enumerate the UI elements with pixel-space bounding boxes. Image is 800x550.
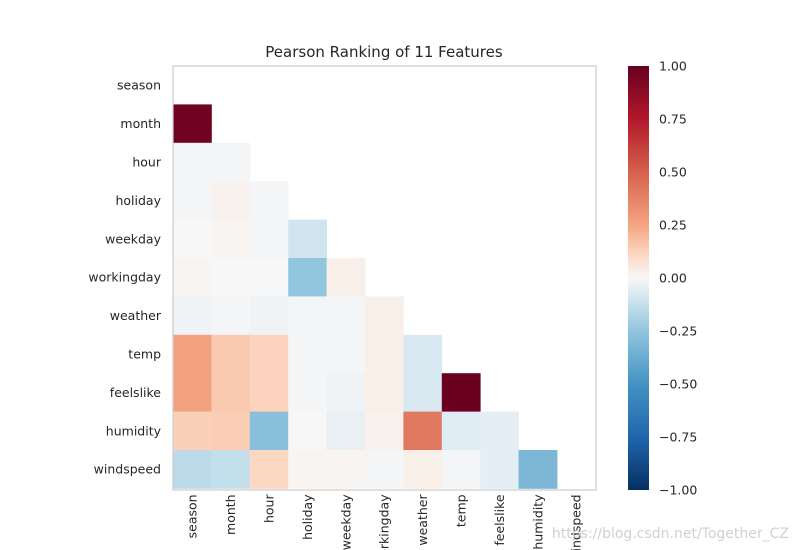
heatmap-cell-workingday-season <box>173 258 212 297</box>
y-tick-label-windspeed: windspeed <box>94 462 161 477</box>
x-tick-label-windspeed: windspeed <box>569 494 584 550</box>
heatmap-cell-humidity-workingday <box>365 411 404 451</box>
x-axis-tick-labels: season month hour holiday weekday workingday w… <box>185 494 584 550</box>
heatmap-cell-windspeed-temp <box>441 450 481 489</box>
colorbar-tick-label: 1.00 <box>659 59 687 74</box>
heatmap-cell-humidity-temp <box>441 411 481 451</box>
colorbar-tick-label: 0.00 <box>659 271 687 286</box>
y-tick-label-month: month <box>120 116 161 131</box>
heatmap-cell-weekday-hour <box>249 219 289 259</box>
x-tick-label-temp: temp <box>454 494 469 527</box>
heatmap-cell-workingday-hour <box>249 258 289 297</box>
x-tick-label-weather: weather <box>415 494 430 546</box>
y-tick-label-workingday: workingday <box>88 270 161 285</box>
heatmap-cell-weather-weekday <box>326 296 366 336</box>
x-tick-label-month: month <box>223 494 238 535</box>
heatmap-cell-weather-workingday <box>365 296 404 336</box>
heatmap-cell-workingday-month <box>211 258 251 297</box>
heatmap-cell-humidity-hour <box>249 411 289 451</box>
x-tick-label-weekday: weekday <box>338 494 353 550</box>
heatmap-cell-windspeed-hour <box>249 450 289 489</box>
heatmap-cell-temp-weather <box>403 334 443 374</box>
heatmap-cell-humidity-month <box>211 411 251 451</box>
x-tick-label-holiday: holiday <box>300 494 315 540</box>
x-tick-label-hour: hour <box>262 494 277 523</box>
y-axis-tick-labels: season month hour holiday weekday workingday w… <box>88 78 161 477</box>
heatmap-cell-windspeed-month <box>211 450 251 489</box>
heatmap-cell-workingday-weekday <box>326 258 366 297</box>
heatmap-cell-holiday-hour <box>249 181 289 220</box>
heatmap-cell-feelslike-month <box>211 373 251 412</box>
colorbar <box>628 66 649 490</box>
heatmap-cell-weekday-holiday <box>288 219 327 259</box>
heatmap-cell-workingday-holiday <box>288 258 327 297</box>
heatmap-cell-feelslike-holiday <box>288 373 327 412</box>
y-tick-label-weekday: weekday <box>105 231 161 246</box>
colorbar-tick-label: −0.75 <box>659 430 697 445</box>
heatmap-cell-weather-month <box>211 296 251 336</box>
heatmap-cell-feelslike-hour <box>249 373 289 412</box>
heatmap-cell-temp-holiday <box>288 334 327 374</box>
heatmap-cell-windspeed-season <box>173 450 212 489</box>
heatmap-cell-humidity-weather <box>403 411 443 451</box>
heatmap-cell-windspeed-feelslike <box>480 450 519 489</box>
colorbar-tick-label: 0.25 <box>659 218 687 233</box>
heatmap-cell-weekday-season <box>173 219 212 259</box>
heatmap-cell-windspeed-weekday <box>326 450 366 489</box>
heatmap-cell-weekday-month <box>211 219 251 259</box>
colorbar-tick-label: −0.25 <box>659 324 697 339</box>
colorbar-tick-label: 0.75 <box>659 112 687 127</box>
colorbar-tick-label: 0.50 <box>659 165 687 180</box>
chart-title: Pearson Ranking of 11 Features <box>265 43 503 61</box>
heatmap-cell-hour-month <box>211 142 251 182</box>
heatmap-cell-hour-season <box>173 142 212 182</box>
heatmap-cell-temp-season <box>173 334 212 374</box>
heatmap-cells <box>173 104 558 489</box>
heatmap-cell-temp-workingday <box>365 334 404 374</box>
heatmap-cell-feelslike-weather <box>403 373 443 412</box>
heatmap-cell-feelslike-workingday <box>365 373 404 412</box>
heatmap-cell-humidity-weekday <box>326 411 366 451</box>
x-tick-label-season: season <box>185 494 200 538</box>
y-tick-label-temp: temp <box>128 347 161 362</box>
heatmap-cell-humidity-feelslike <box>480 411 519 451</box>
watermark-text: https://blog.csdn.net/Together_CZ <box>552 526 789 542</box>
heatmap-cell-holiday-season <box>173 181 212 220</box>
heatmap-cell-feelslike-season <box>173 373 212 412</box>
heatmap-cell-weather-hour <box>249 296 289 336</box>
heatmap-cell-humidity-holiday <box>288 411 327 451</box>
heatmap-cell-month-season <box>173 104 212 144</box>
x-tick-label-feelslike: feelslike <box>492 494 507 546</box>
heatmap-cell-temp-hour <box>249 334 289 374</box>
y-tick-label-feelslike: feelslike <box>110 385 162 400</box>
heatmap-cell-windspeed-humidity <box>518 450 558 489</box>
plot-frame <box>172 65 597 491</box>
y-tick-label-weather: weather <box>110 308 162 323</box>
colorbar-tick-label: −1.00 <box>659 483 697 498</box>
heatmap-cell-windspeed-workingday <box>365 450 404 489</box>
x-tick-label-humidity: humidity <box>530 494 545 550</box>
heatmap-cell-windspeed-holiday <box>288 450 327 489</box>
heatmap-cell-weather-season <box>173 296 212 336</box>
colorbar-tick-labels: 1.00 0.75 0.50 0.25 0.00 −0.25 −0.50 −0.75 −1.00 <box>659 59 697 498</box>
x-tick-label-workingday: workingday <box>377 494 392 550</box>
y-tick-label-humidity: humidity <box>106 423 162 438</box>
heatmap-cell-weather-holiday <box>288 296 327 336</box>
y-tick-label-season: season <box>117 78 161 93</box>
heatmap-cell-humidity-season <box>173 411 212 451</box>
heatmap-cell-feelslike-temp <box>441 373 481 412</box>
heatmap-cell-temp-weekday <box>326 334 366 374</box>
heatmap-cell-temp-month <box>211 334 251 374</box>
colorbar-tick-label: −0.50 <box>659 377 697 392</box>
y-tick-label-hour: hour <box>132 155 161 170</box>
heatmap-cell-feelslike-weekday <box>326 373 366 412</box>
heatmap-cell-windspeed-weather <box>403 450 443 489</box>
y-tick-label-holiday: holiday <box>115 193 161 208</box>
heatmap-cell-holiday-month <box>211 181 251 220</box>
